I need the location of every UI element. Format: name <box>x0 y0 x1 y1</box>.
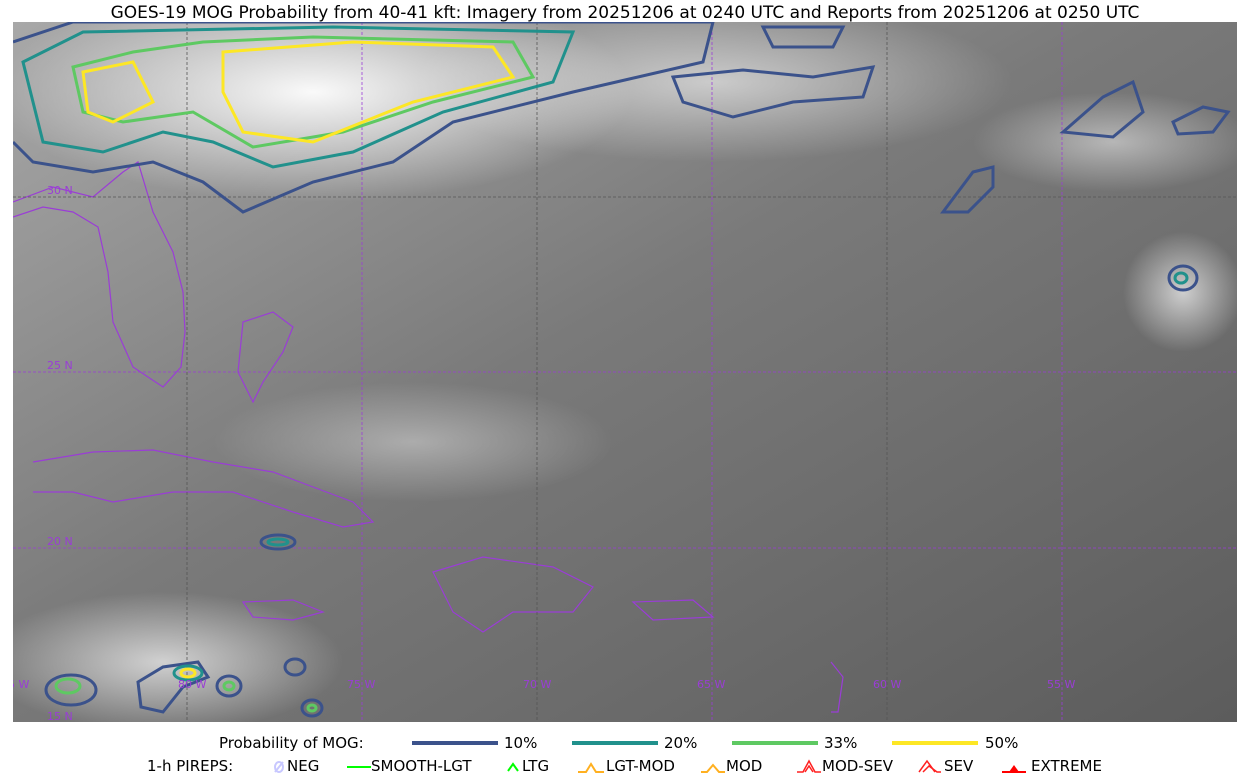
legend-33-swatch <box>732 741 818 745</box>
pirep-lgt-mod-label: LGT-MOD <box>606 757 675 775</box>
mod-sev-double-hat-icon <box>797 759 821 773</box>
probability-legend-title: Probability of MOG: <box>219 734 364 752</box>
lon-label-85w: 85 W <box>13 678 29 691</box>
sev-double-caret-icon <box>918 759 941 773</box>
legend-10-label: 10% <box>504 734 538 752</box>
lat-label-20n: 20 N <box>47 535 73 548</box>
pirep-sev-label: SEV <box>944 757 974 775</box>
pirep-mod-label: MOD <box>726 757 763 775</box>
pireps-legend: 1-h PIREPS: NEG SMOOTH-LGT LTG LGT-MOD M… <box>0 757 1250 777</box>
lon-label-60w: 60 W <box>873 678 901 691</box>
pirep-mod-sev-label: MOD-SEV <box>822 757 893 775</box>
lgt-mod-hat-icon <box>578 762 604 773</box>
extreme-filled-triangle-icon <box>1002 765 1026 773</box>
map-title: GOES-19 MOG Probability from 40-41 kft: … <box>110 3 1140 23</box>
lat-label-15n: 15 N <box>47 710 73 722</box>
legend-50-swatch <box>892 741 978 745</box>
legend-50-label: 50% <box>985 734 1019 752</box>
lon-label-70w: 70 W <box>523 678 551 691</box>
lat-label-25n: 25 N <box>47 359 73 372</box>
legend-10-swatch <box>412 741 498 745</box>
smooth-lgt-line-icon <box>347 766 371 768</box>
pirep-ltg-label: LTG <box>522 757 550 775</box>
lon-label-65w: 65 W <box>697 678 725 691</box>
legend-20-label: 20% <box>664 734 698 752</box>
legend-20-swatch <box>572 741 658 745</box>
axis-labels: 85 W 80 W 75 W 70 W 65 W 60 W 55 W 30 N … <box>13 184 1075 722</box>
mog-contours <box>13 22 1231 718</box>
satellite-map: 85 W 80 W 75 W 70 W 65 W 60 W 55 W 30 N … <box>13 22 1237 722</box>
lat-label-30n: 30 N <box>47 184 73 197</box>
pirep-smooth-lgt-label: SMOOTH-LGT <box>371 757 472 775</box>
lon-label-80w: 80 W <box>178 678 206 691</box>
gridlines <box>13 22 1237 722</box>
legend-33-label: 33% <box>824 734 858 752</box>
ltg-caret-icon <box>507 762 519 772</box>
pirep-extreme-label: EXTREME <box>1031 757 1102 775</box>
coastlines <box>13 161 844 713</box>
neg-icon <box>274 761 284 773</box>
pirep-neg-label: NEG <box>287 757 320 775</box>
pireps-legend-title: 1-h PIREPS: <box>147 757 234 775</box>
lon-label-75w: 75 W <box>347 678 375 691</box>
mod-caret-icon <box>701 763 725 773</box>
lon-label-55w: 55 W <box>1047 678 1075 691</box>
probability-legend: Probability of MOG: 10% 20% 33% 50% <box>0 734 1250 754</box>
